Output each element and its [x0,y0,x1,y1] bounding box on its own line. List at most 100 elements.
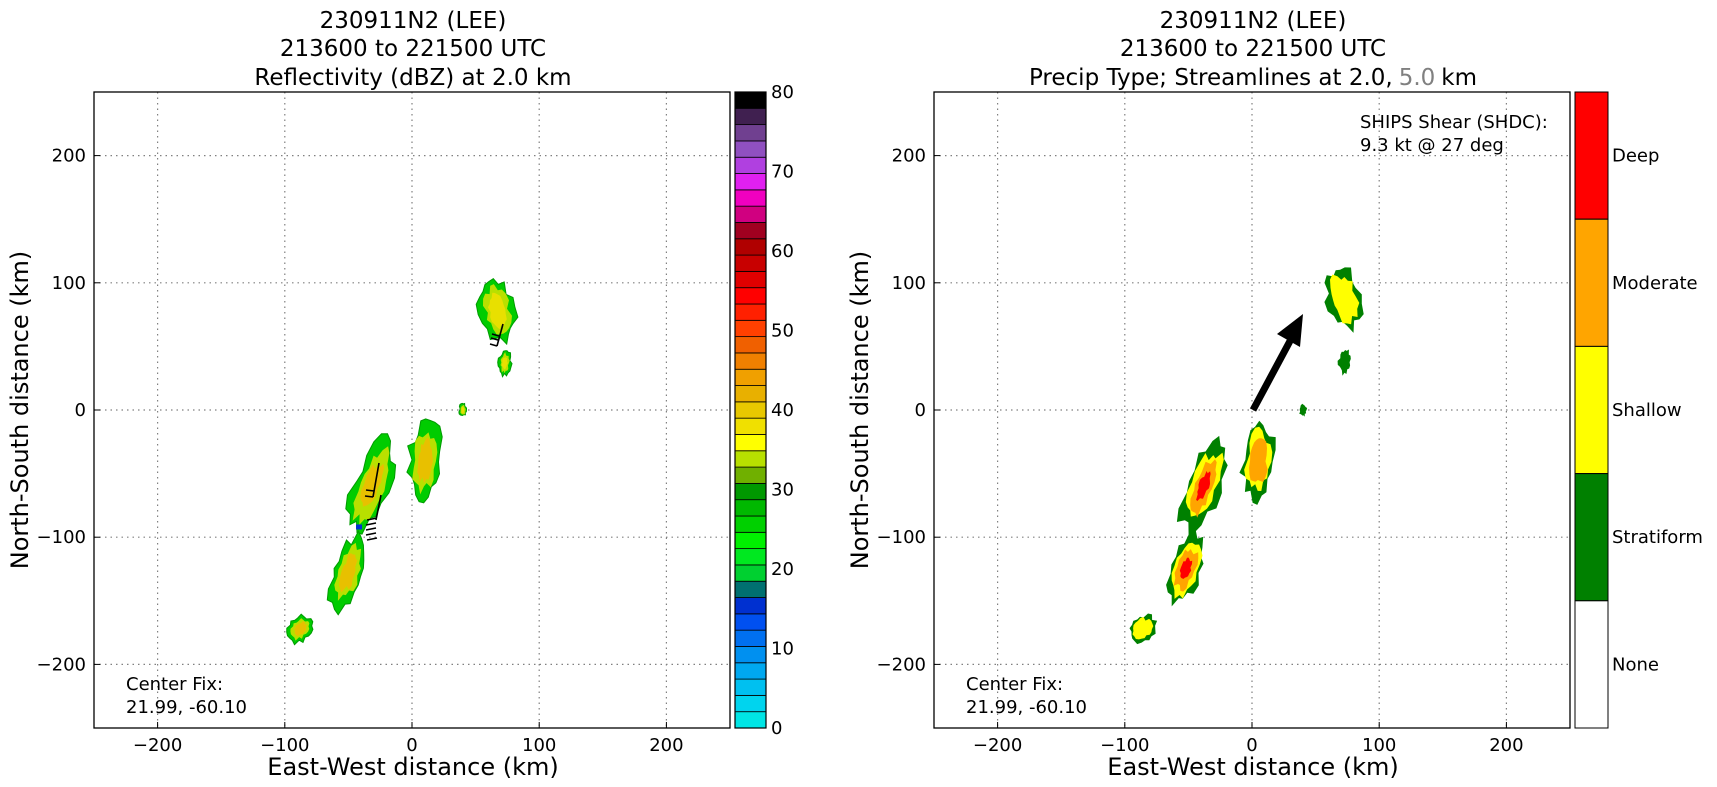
colorbar-bin [734,629,767,647]
colorbar-bin [734,482,767,501]
colorbar-bin [734,107,767,126]
right-ylabel: North-South distance (km) [846,251,874,570]
colorbar-bin [734,352,767,370]
colorbar-bin [734,319,767,338]
left-center-fix-value: 21.99, -60.10 [126,697,247,718]
right-grid [934,92,1570,728]
colorbar-bin [734,336,767,354]
colorbar-bin [734,678,767,696]
cell-ne-shallow [1330,274,1360,325]
colorbar-bin [734,385,767,403]
colorbar-category-deep [1574,91,1609,220]
y-tick-label: −100 [877,527,926,548]
cell-ne-core [487,292,507,330]
y-tick-label: 200 [892,146,926,167]
left-ylabel: North-South distance (km) [6,251,34,570]
colorbar-bin [734,173,767,191]
shear-value: 9.3 kt @ 27 deg [1360,135,1504,156]
left-grid [94,92,730,728]
colorbar-tick-label: 70 [771,162,794,183]
wind-barb [365,494,382,541]
colorbar-tick-label: 60 [771,241,794,262]
cell-far-sw-core [293,621,308,637]
colorbar-bin [734,303,767,321]
colorbar-bin [734,646,767,664]
right-center-fix-label: Center Fix: [966,674,1063,695]
x-tick-label: 100 [1362,735,1396,756]
colorbar-category-label: None [1612,654,1659,675]
y-tick-label: −200 [37,654,86,675]
cell-far-sw-shallow [1132,617,1154,640]
colorbar-category-label: Shallow [1612,400,1682,421]
x-tick-label: 0 [406,735,417,756]
colorbar-bin [734,515,767,533]
x-tick-label: −200 [133,735,182,756]
colorbar-bin [734,450,767,468]
y-tick-label: 0 [915,400,926,421]
colorbar-tick-label: 0 [771,718,782,739]
cell-north-tail-core [501,357,508,370]
colorbar-bin [734,694,767,713]
left-title-line2: 213600 to 221500 UTC [280,36,546,62]
right-title-line1: 230911N2 (LEE) [1160,8,1347,34]
y-tick-label: 100 [892,273,926,294]
colorbar-category-none [1574,600,1609,729]
colorbar-bin [734,91,767,109]
cell-dot-core [461,406,465,414]
colorbar-category-label: Moderate [1612,273,1698,294]
x-tick-label: −100 [260,735,309,756]
colorbar-bin [734,368,767,386]
colorbar-category-shallow [1574,345,1609,475]
left-center-fix-label: Center Fix: [126,674,223,695]
left-panel: 230911N2 (LEE) 213600 to 221500 UTC Refl… [6,8,794,781]
y-tick-label: 100 [52,273,86,294]
right-title-line3-prefix: Precip Type; Streamlines at 2.0, [1029,65,1393,91]
colorbar-bin [734,711,767,729]
right-tick-labels: −200 −100 0 100 200 −200 −100 0 100 200 [877,146,1524,756]
cell-sw-deep [1179,557,1193,579]
colorbar-bin [734,189,767,207]
wind-barb [489,323,504,347]
y-tick-label: −100 [37,527,86,548]
colorbar-category-label: Deep [1612,146,1659,167]
colorbar-category-label: Stratiform [1612,527,1703,548]
colorbar-bin [734,156,767,174]
colorbar-bin [734,140,767,158]
right-center-fix-value: 21.99, -60.10 [966,697,1087,718]
right-panel: 230911N2 (LEE) 213600 to 221500 UTC Prec… [846,8,1703,781]
colorbar-bin [734,580,767,598]
left-plot-frame [93,91,731,729]
left-tick-labels: −200 −100 0 100 200 −200 −100 0 100 200 [37,146,684,756]
x-tick-label: −200 [973,735,1022,756]
colorbar-tick-label: 10 [771,639,794,660]
shear-arrow-shaft [1249,339,1294,412]
reflectivity-colorbar-ticks: 0 10 20 30 40 50 60 70 80 [771,82,794,739]
colorbar-bin [734,124,767,142]
left-title-line1: 230911N2 (LEE) [320,8,507,34]
wind-barb [364,462,380,498]
y-tick-label: −200 [877,654,926,675]
cell-sw-core [339,553,358,593]
colorbar-tick-label: 50 [771,321,794,342]
colorbar-frame [734,91,767,729]
colorbar-bin [734,434,767,452]
shear-arrow-head [1277,314,1303,347]
right-plot-frame [933,91,1571,729]
colorbar-tick-label: 30 [771,480,794,501]
x-tick-label: 100 [522,735,556,756]
cell-center-core [417,437,433,483]
y-tick-label: 0 [75,400,86,421]
colorbar-bin [734,238,767,256]
x-tick-label: 0 [1246,735,1257,756]
y-tick-label: 200 [52,146,86,167]
right-title-line3-suffix: km [1441,65,1477,91]
colorbar-bin [734,613,767,631]
colorbar-bin [734,597,767,615]
colorbar-bin [734,417,767,435]
colorbar-bin [734,222,767,240]
colorbar-bin [734,270,767,289]
colorbar-tick-label: 40 [771,400,794,421]
colorbar-tick-label: 80 [771,82,794,103]
colorbar-bin [734,548,767,566]
